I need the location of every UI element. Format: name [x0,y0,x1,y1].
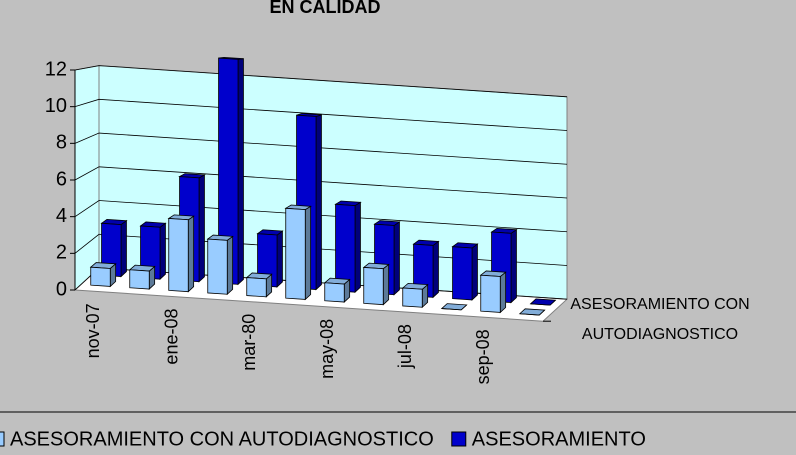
y-tick-label: 0 [56,278,67,300]
grid-line [74,132,568,165]
bar-side [237,58,244,286]
grid-line [74,166,568,199]
chart-title: EN CALIDAD [270,0,381,17]
bar [363,266,384,306]
bar [246,277,267,298]
y-tick-label: 8 [56,132,67,154]
grid-line [74,233,568,266]
depth-axis-label: ASESORAMIENTO CON AUTODIAGNOSTICO [570,296,750,343]
bar-side [304,205,312,301]
x-tick-label: mar-80 [239,314,259,371]
legend-label: ASESORAMIENTO CON AUTODIAGNOSTICO [10,428,434,450]
bar-side [187,215,195,293]
bar [480,274,501,313]
bar-side [159,222,166,281]
bar-side [120,219,127,278]
y-tick-label: 4 [56,205,67,227]
bar [452,246,473,301]
bar-side [354,201,361,294]
bar [402,287,423,308]
bar [168,218,189,293]
bar [90,266,111,287]
y-tick-label: 12 [45,58,67,80]
y-tick-label: 10 [45,95,67,117]
bar-side [276,230,283,288]
legend-label: ASESORAMIENTO [472,428,646,450]
bar-side [471,243,478,301]
x-tick-label: sep-08 [473,329,493,384]
bar-side [510,228,517,304]
bar [530,303,551,306]
bar-side [226,235,234,296]
bar-side [315,114,322,291]
bar [207,238,228,295]
bar [441,308,462,311]
x-tick-label: jul-08 [395,324,415,369]
x-tick-label: nov-07 [83,303,103,358]
bar [324,282,345,303]
bar-side [382,263,390,306]
y-tick-label: 6 [56,168,67,190]
y-tick-label: 2 [56,242,67,264]
bar-side [432,240,439,299]
legend-swatch [451,431,467,447]
bar [285,207,306,300]
x-tick-label: may-08 [317,319,337,379]
legend-swatch [0,431,5,447]
bar-side [499,271,507,314]
grid-line [74,200,568,233]
bar-side [393,221,400,296]
bar [129,269,150,290]
grid-line [74,65,568,98]
x-tick-label: ene-08 [161,309,181,365]
bar-side [198,174,205,283]
grid-line [74,98,568,131]
bar [519,313,540,316]
